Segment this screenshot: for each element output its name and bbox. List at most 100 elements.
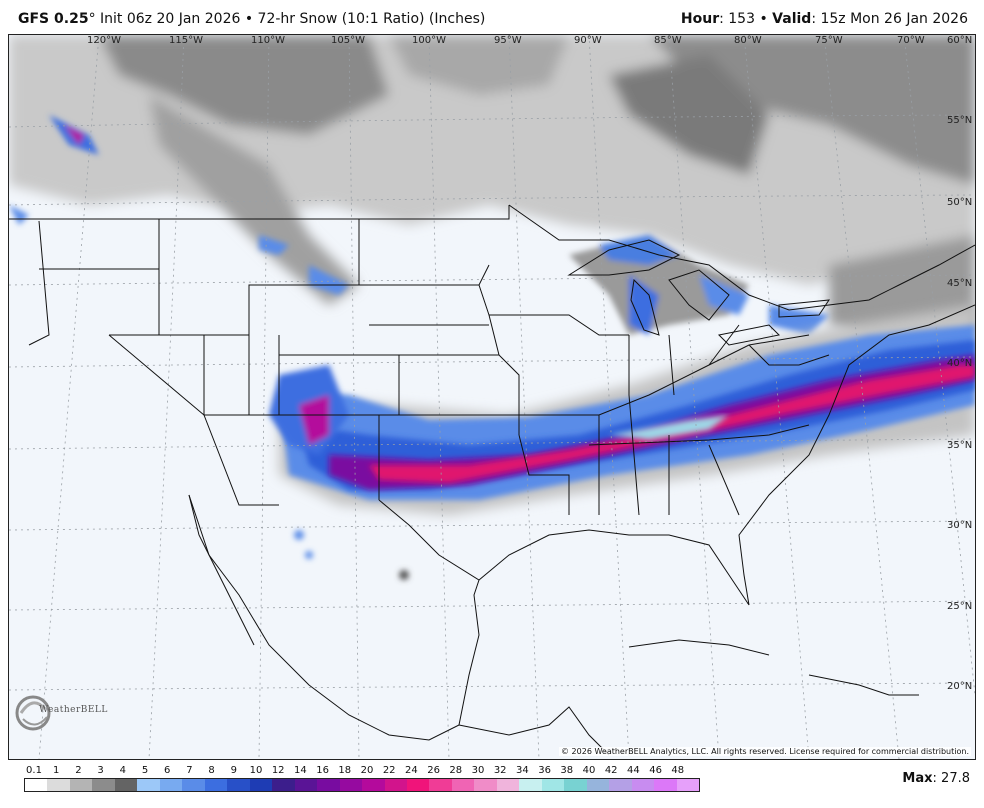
legend-tick-label: 4 [119, 765, 126, 776]
legend-tick-label: 46 [649, 765, 662, 776]
valid-value: : 15z Mon 26 Jan 2026 [811, 11, 968, 27]
legend-swatch [317, 779, 340, 791]
legend-swatch [541, 779, 565, 791]
max-number: : 27.8 [932, 771, 970, 786]
legend-tick-label: 24 [405, 765, 418, 776]
lon-label: 85°W [654, 35, 682, 46]
legend-swatch [137, 779, 160, 791]
mexico-coastline [188, 494, 919, 756]
degree-symbol: ° [88, 11, 96, 27]
legend-swatch [474, 779, 497, 791]
legend-tick-label: 36 [538, 765, 551, 776]
color-legend: 0.1 1 2 3 4 5 6 7 8 9 10 12 14 16 18 20 22 24 26 28 30 32 34 36… [24, 765, 700, 793]
legend-swatch [114, 779, 138, 791]
legend-tick-label: 40 [582, 765, 596, 776]
weatherbell-logo: WeatherBELL [13, 689, 107, 737]
legend-tick-label: 6 [164, 765, 171, 776]
legend-tick-label: 16 [316, 765, 329, 776]
snowfall-map: 120°W 115°W 110°W 105°W 100°W 95°W 90°W … [8, 34, 976, 760]
lon-label: 115°W [169, 35, 203, 46]
legend-tick-label: 48 [671, 765, 685, 776]
southwest-snow [269, 365, 409, 580]
lon-label: 120°W [87, 35, 121, 46]
legend-swatch [25, 779, 48, 791]
legend-tick-label: 10 [249, 765, 263, 776]
legend-tick-label: 38 [560, 765, 574, 776]
legend-swatch [631, 779, 655, 791]
legend-swatch [496, 779, 520, 791]
legend-swatch [272, 779, 295, 791]
legend-tick-label: 30 [471, 765, 485, 776]
legend-swatch [384, 779, 407, 791]
lon-label: 75°W [815, 35, 843, 46]
legend-swatch [676, 779, 700, 791]
legend-swatch [69, 779, 93, 791]
hour-value: : 153 • [719, 11, 768, 27]
legend-tick-label: 0.1 [26, 765, 42, 776]
legend-tick-label: 2 [75, 765, 82, 776]
lat-label: 20°N [947, 681, 973, 692]
legend-swatch [159, 779, 183, 791]
legend-swatch [294, 779, 318, 791]
legend-tick-label: 18 [338, 765, 352, 776]
lon-label: 95°W [494, 35, 522, 46]
lat-label: 50°N [947, 197, 973, 208]
legend-tick-label: 12 [271, 765, 285, 776]
swirl-icon [15, 695, 51, 731]
legend-swatch [204, 779, 228, 791]
legend-swatch [451, 779, 475, 791]
legend-labels: 0.1 1 2 3 4 5 6 7 8 9 10 12 14 16 18 20 22 24 26 28 30 32 34 36… [24, 765, 700, 777]
legend-swatch [227, 779, 250, 791]
legend-swatch [249, 779, 273, 791]
lat-label: 40°N [947, 358, 973, 369]
legend-tick-label: 7 [186, 765, 193, 776]
legend-swatch [654, 779, 677, 791]
max-value: Max: 27.8 [902, 771, 970, 786]
legend-swatch [406, 779, 430, 791]
valid-time: Hour: 153 • Valid: 15z Mon 26 Jan 2026 [681, 11, 968, 27]
header-bar: GFS 0.25° Init 06z 20 Jan 2026 • 72-hr S… [0, 0, 984, 34]
legend-tick-label: 20 [360, 765, 374, 776]
legend-tick-label: 22 [382, 765, 396, 776]
snow-band [279, 305, 975, 515]
legend-tick-label: 34 [516, 765, 529, 776]
legend-swatch [429, 779, 452, 791]
lat-label-top: 60°N [947, 35, 973, 46]
legend-tick-label: 8 [208, 765, 215, 776]
legend-swatch [339, 779, 363, 791]
lat-label: 35°N [947, 440, 973, 451]
lon-label: 80°W [734, 35, 762, 46]
legend-colorbar [24, 778, 700, 792]
legend-tick-label: 5 [141, 765, 149, 776]
legend-swatch [92, 779, 115, 791]
legend-swatch [609, 779, 632, 791]
lon-label: 105°W [331, 35, 365, 46]
legend-tick-label: 14 [294, 765, 307, 776]
max-label: Max [902, 771, 933, 786]
lon-label: 100°W [412, 35, 446, 46]
lat-label: 45°N [947, 278, 973, 289]
map-canvas [9, 35, 975, 759]
legend-swatch [47, 779, 70, 791]
legend-tick-label: 3 [97, 765, 104, 776]
legend-swatch [362, 779, 385, 791]
great-lakes-outline [567, 239, 831, 346]
legend-tick-label: 9 [230, 765, 237, 776]
legend-swatch [564, 779, 587, 791]
copyright-notice: © 2026 WeatherBELL Analytics, LLC. All r… [559, 747, 971, 756]
lon-label: 110°W [251, 35, 285, 46]
great-lakes-snow [569, 235, 829, 335]
model-name: GFS 0.25 [18, 11, 89, 27]
lat-label: 25°N [947, 601, 973, 612]
valid-label: Valid [772, 11, 812, 27]
legend-tick-label: 26 [427, 765, 440, 776]
legend-swatch [519, 779, 542, 791]
legend-tick-label: 1 [53, 765, 60, 776]
logo-text: WeatherBELL [39, 705, 108, 715]
political-borders [9, 204, 975, 606]
legend-tick-label: 32 [493, 765, 507, 776]
legend-tick-label: 28 [449, 765, 463, 776]
graticule [9, 35, 975, 759]
hour-label: Hour [680, 11, 720, 27]
map-title: GFS 0.25° Init 06z 20 Jan 2026 • 72-hr S… [18, 11, 485, 27]
